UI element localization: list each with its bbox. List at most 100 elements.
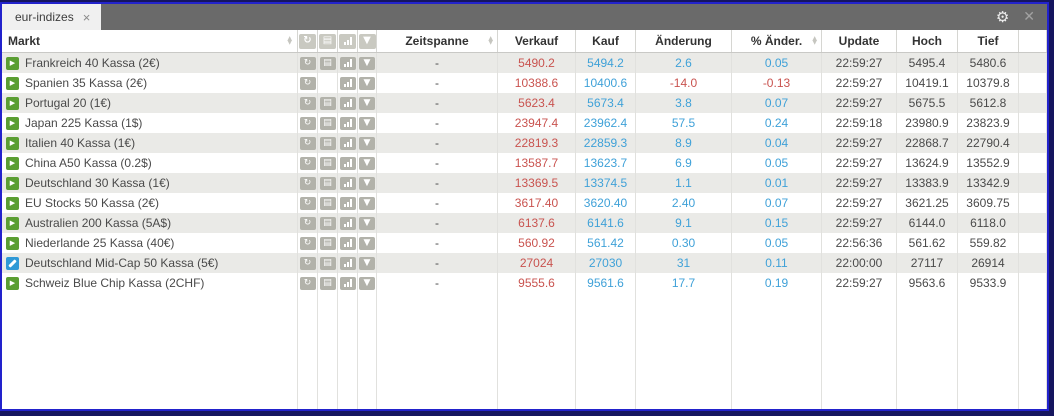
market-open-icon[interactable]: ▶ (6, 136, 19, 150)
refresh-icon[interactable]: ↻ (299, 256, 316, 270)
column-header-update[interactable]: Update (822, 30, 897, 52)
bar-chart-icon[interactable] (339, 156, 356, 170)
refresh-icon[interactable]: ↻ (299, 96, 316, 110)
bar-chart-icon[interactable] (339, 96, 356, 110)
column-header-markt[interactable]: Markt ▲ ▼ (2, 30, 298, 52)
bar-chart-icon[interactable] (339, 176, 356, 190)
close-icon[interactable]: ✕ (1023, 9, 1035, 25)
news-icon[interactable]: ▤ (319, 96, 336, 110)
news-icon[interactable]: ▤ (319, 116, 336, 130)
bar-chart-icon[interactable] (339, 33, 356, 49)
news-icon[interactable]: ▤ (319, 176, 336, 190)
table-row[interactable]: ▶ Deutschland 30 Kassa (1€) ↻ ▤ ▼ -13369.5 133… (2, 173, 1047, 193)
market-open-icon[interactable]: ▶ (6, 196, 19, 210)
news-icon[interactable]: ▤ (319, 136, 336, 150)
refresh-icon[interactable]: ↻ (299, 56, 316, 70)
market-open-icon[interactable]: ▶ (6, 156, 19, 170)
table-row[interactable]: ▶ Italien 40 Kassa (1€) ↻ ▤ ▼ -22819.3 22859.3… (2, 133, 1047, 153)
column-header-news[interactable]: ▤ (318, 30, 338, 52)
table-row[interactable]: ▶ Spanien 35 Kassa (2€) ↻ ▼ -10388.6 10400.6-… (2, 73, 1047, 93)
table-row[interactable]: Deutschland Mid-Cap 50 Kassa (5€) ↻ ▤ ▼ -270… (2, 253, 1047, 273)
news-icon[interactable]: ▤ (319, 276, 336, 290)
chevron-down-icon[interactable]: ▼ (359, 56, 375, 70)
bar-chart-icon[interactable] (339, 196, 356, 210)
market-open-icon[interactable]: ▶ (6, 176, 19, 190)
chevron-down-icon[interactable]: ▼ (359, 216, 375, 230)
news-icon[interactable]: ▤ (319, 236, 336, 250)
chevron-down-icon[interactable]: ▼ (359, 116, 375, 130)
chevron-down-icon[interactable]: ▼ (358, 33, 376, 49)
refresh-icon[interactable]: ↻ (299, 33, 316, 49)
tab-close-icon[interactable]: × (82, 9, 91, 25)
table-row[interactable]: ▶ Japan 225 Kassa (1$) ↻ ▤ ▼ -23947.4 23962.4 5… (2, 113, 1047, 133)
table-row[interactable]: ▶ Niederlande 25 Kassa (40€) ↻ ▤ ▼ -560.92 561… (2, 233, 1047, 253)
bar-chart-icon[interactable] (339, 116, 356, 130)
market-open-icon[interactable]: ▶ (6, 236, 19, 250)
column-header-hoch[interactable]: Hoch (897, 30, 958, 52)
market-open-icon[interactable]: ▶ (6, 276, 19, 290)
column-header-zeitspanne[interactable]: Zeitspanne ▲ ▼ (377, 30, 498, 52)
chevron-down-icon[interactable]: ▼ (359, 96, 375, 110)
bar-chart-icon[interactable] (339, 76, 356, 90)
chevron-down-icon[interactable]: ▼ (359, 256, 375, 270)
table-row[interactable]: ▶ Portugal 20 (1€) ↻ ▤ ▼ -5623.4 5673.4 3.8 0.07… (2, 93, 1047, 113)
sort-icon[interactable]: ▲ ▼ (488, 35, 493, 46)
market-open-icon[interactable]: ▶ (6, 76, 19, 90)
market-cell: ▶ Niederlande 25 Kassa (40€) (2, 233, 298, 253)
bar-chart-icon[interactable] (339, 216, 356, 230)
market-open-icon[interactable]: ▶ (6, 56, 19, 70)
edit-icon[interactable] (6, 256, 19, 270)
refresh-icon[interactable]: ↻ (299, 136, 316, 150)
update-time-cell: 22:59:27 (822, 173, 897, 193)
table-row[interactable]: ▶ Australien 200 Kassa (5A$) ↻ ▤ ▼ -6137.6 614… (2, 213, 1047, 233)
news-icon[interactable]: ▤ (319, 196, 336, 210)
news-icon[interactable]: ▤ (319, 33, 336, 49)
table-row[interactable]: ▶ China A50 Kassa (0.2$) ↻ ▤ ▼ -13587.7 13623.… (2, 153, 1047, 173)
refresh-icon[interactable]: ↻ (299, 236, 316, 250)
refresh-icon[interactable]: ↻ (299, 196, 316, 210)
gear-icon[interactable]: ⚙ (995, 7, 1010, 26)
bar-chart-icon[interactable] (339, 136, 356, 150)
chevron-down-icon[interactable]: ▼ (359, 156, 375, 170)
column-header-chart[interactable] (338, 30, 358, 52)
bar-chart-icon[interactable] (339, 236, 356, 250)
refresh-icon[interactable]: ↻ (299, 76, 316, 90)
refresh-icon[interactable]: ↻ (299, 156, 316, 170)
column-header-refresh[interactable]: ↻ (298, 30, 318, 52)
menu-cell: ▼ (358, 133, 377, 153)
column-header-verkauf[interactable]: Verkauf (498, 30, 576, 52)
table-row[interactable]: ▶ EU Stocks 50 Kassa (2€) ↻ ▤ ▼ -3617.40 3620.… (2, 193, 1047, 213)
news-cell: ▤ (318, 153, 338, 173)
sort-icon[interactable]: ▲ ▼ (287, 35, 292, 46)
column-header-aenderung[interactable]: Änderung (636, 30, 732, 52)
chevron-down-icon[interactable]: ▼ (359, 236, 375, 250)
refresh-icon[interactable]: ↻ (299, 216, 316, 230)
refresh-icon[interactable]: ↻ (299, 116, 316, 130)
chevron-down-icon[interactable]: ▼ (359, 196, 375, 210)
table-row[interactable]: ▶ Frankreich 40 Kassa (2€) ↻ ▤ ▼ -5490.2 5494.… (2, 53, 1047, 73)
news-icon[interactable]: ▤ (319, 56, 336, 70)
market-open-icon[interactable]: ▶ (6, 96, 19, 110)
chevron-down-icon[interactable]: ▼ (359, 276, 375, 290)
chevron-down-icon[interactable]: ▼ (359, 176, 375, 190)
market-open-icon[interactable]: ▶ (6, 216, 19, 230)
chevron-down-icon[interactable]: ▼ (359, 136, 375, 150)
news-icon[interactable]: ▤ (319, 216, 336, 230)
news-icon[interactable]: ▤ (319, 256, 336, 270)
refresh-icon[interactable]: ↻ (299, 176, 316, 190)
market-open-icon[interactable]: ▶ (6, 116, 19, 130)
news-icon[interactable]: ▤ (319, 156, 336, 170)
column-header-pct-aender[interactable]: % Änder. ▲ ▼ (732, 30, 822, 52)
sort-icon[interactable]: ▲ ▼ (812, 35, 817, 46)
table-row[interactable]: ▶ Schweiz Blue Chip Kassa (2CHF) ↻ ▤ ▼ -9555.… (2, 273, 1047, 293)
tab-eur-indizes[interactable]: eur-indizes × (2, 4, 102, 30)
column-header-tief[interactable]: Tief (958, 30, 1019, 52)
buy-price-cell: 9561.6 (576, 273, 636, 293)
chevron-down-icon[interactable]: ▼ (359, 76, 375, 90)
refresh-icon[interactable]: ↻ (299, 276, 316, 290)
column-header-kauf[interactable]: Kauf (576, 30, 636, 52)
bar-chart-icon[interactable] (339, 56, 356, 70)
bar-chart-icon[interactable] (339, 276, 356, 290)
column-header-menu[interactable]: ▼ (358, 30, 377, 52)
bar-chart-icon[interactable] (339, 256, 356, 270)
